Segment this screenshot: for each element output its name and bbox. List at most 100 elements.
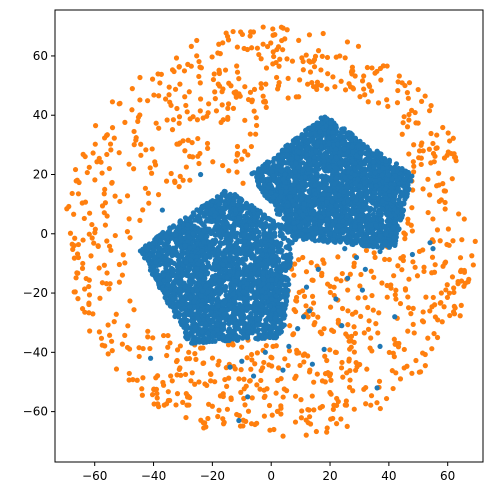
orange-point: [355, 295, 361, 301]
orange-point: [102, 222, 108, 228]
blue-cluster-point: [218, 289, 224, 295]
orange-point: [164, 117, 170, 123]
orange-point: [124, 229, 131, 235]
orange-point: [222, 67, 229, 73]
orange-point: [364, 366, 370, 372]
blue-cluster-point: [185, 333, 191, 339]
blue-cluster-point: [177, 279, 183, 285]
orange-point: [420, 319, 427, 325]
blue-cluster-point: [232, 278, 238, 284]
blue-cluster-point: [194, 287, 200, 293]
orange-point: [451, 289, 457, 296]
orange-point: [352, 330, 359, 337]
blue-cluster-point: [233, 333, 239, 339]
blue-cluster-point: [183, 217, 190, 224]
blue-cluster-point: [205, 316, 211, 322]
orange-point: [242, 148, 248, 154]
orange-point: [189, 139, 195, 146]
orange-point: [333, 349, 339, 356]
blue-cluster-point: [255, 243, 261, 249]
blue-cluster-point: [224, 337, 230, 343]
orange-point: [306, 407, 312, 413]
orange-point: [291, 272, 297, 278]
blue-cluster-point: [198, 272, 204, 278]
blue-cluster-point: [165, 229, 171, 235]
orange-point: [306, 32, 313, 38]
blue-cluster-point: [277, 280, 283, 286]
blue-cluster-point: [243, 214, 249, 220]
blue-cluster-point: [232, 316, 238, 322]
orange-point: [156, 93, 162, 99]
orange-point: [116, 150, 122, 156]
orange-point: [434, 334, 441, 341]
blue-cluster-point: [242, 296, 248, 302]
orange-point: [334, 395, 340, 402]
orange-point: [95, 243, 101, 249]
orange-point: [136, 353, 142, 360]
orange-point: [325, 281, 331, 287]
blue-cluster-point: [267, 303, 273, 309]
orange-point: [357, 94, 363, 100]
blue-cluster-point: [213, 259, 220, 265]
orange-point: [314, 371, 320, 377]
orange-point: [166, 84, 172, 90]
orange-point: [293, 297, 299, 304]
blue-cluster-point: [178, 252, 185, 258]
orange-point: [216, 41, 222, 47]
orange-point: [291, 307, 297, 313]
blue-cluster-point: [232, 248, 238, 254]
orange-point: [149, 170, 155, 176]
orange-point: [330, 74, 336, 80]
blue-cluster-point: [220, 261, 226, 268]
orange-point: [351, 260, 357, 266]
blue-cluster-point: [243, 223, 249, 229]
blue-cluster-point: [268, 284, 275, 290]
orange-point: [96, 265, 102, 271]
orange-point: [411, 169, 417, 175]
orange-point: [198, 345, 204, 351]
blue-cluster-point: [283, 282, 289, 288]
orange-point: [420, 148, 426, 154]
blue-cluster-point: [248, 311, 254, 317]
orange-point: [319, 331, 325, 337]
orange-point: [363, 384, 369, 391]
orange-point: [296, 37, 302, 43]
blue-cluster-point: [248, 271, 254, 277]
orange-point: [242, 117, 248, 123]
blue-cluster-point: [157, 280, 163, 286]
blue-cluster-point: [282, 305, 288, 311]
blue-cluster-point: [217, 243, 223, 249]
blue-cluster-point: [195, 315, 201, 321]
orange-point: [447, 312, 453, 319]
orange-point: [215, 50, 221, 56]
orange-point: [368, 88, 375, 94]
orange-point: [153, 120, 159, 126]
blue-cluster-point: [214, 220, 220, 227]
orange-point: [131, 128, 137, 135]
blue-cluster-point: [187, 304, 193, 310]
orange-point: [402, 286, 408, 292]
blue-cluster-point: [184, 322, 190, 328]
orange-point: [127, 235, 133, 241]
blue-cluster-point: [156, 252, 162, 258]
orange-point: [410, 259, 416, 265]
orange-point: [472, 238, 478, 244]
orange-point: [240, 417, 246, 423]
orange-point: [224, 33, 231, 40]
orange-point: [183, 164, 189, 170]
orange-point: [270, 343, 276, 349]
blue-cluster-point: [209, 238, 215, 245]
orange-point: [241, 376, 247, 382]
orange-point: [205, 415, 211, 422]
orange-point: [346, 384, 353, 390]
orange-point: [278, 376, 284, 382]
orange-point: [212, 89, 218, 95]
blue-cluster-point: [180, 319, 186, 325]
blue-cluster-point: [216, 201, 223, 207]
blue-cluster-point: [163, 245, 169, 251]
blue-cluster-point: [177, 266, 184, 272]
orange-point: [218, 119, 224, 125]
orange-point: [301, 293, 308, 299]
orange-point: [261, 413, 267, 419]
blue-cluster-point: [180, 272, 186, 278]
